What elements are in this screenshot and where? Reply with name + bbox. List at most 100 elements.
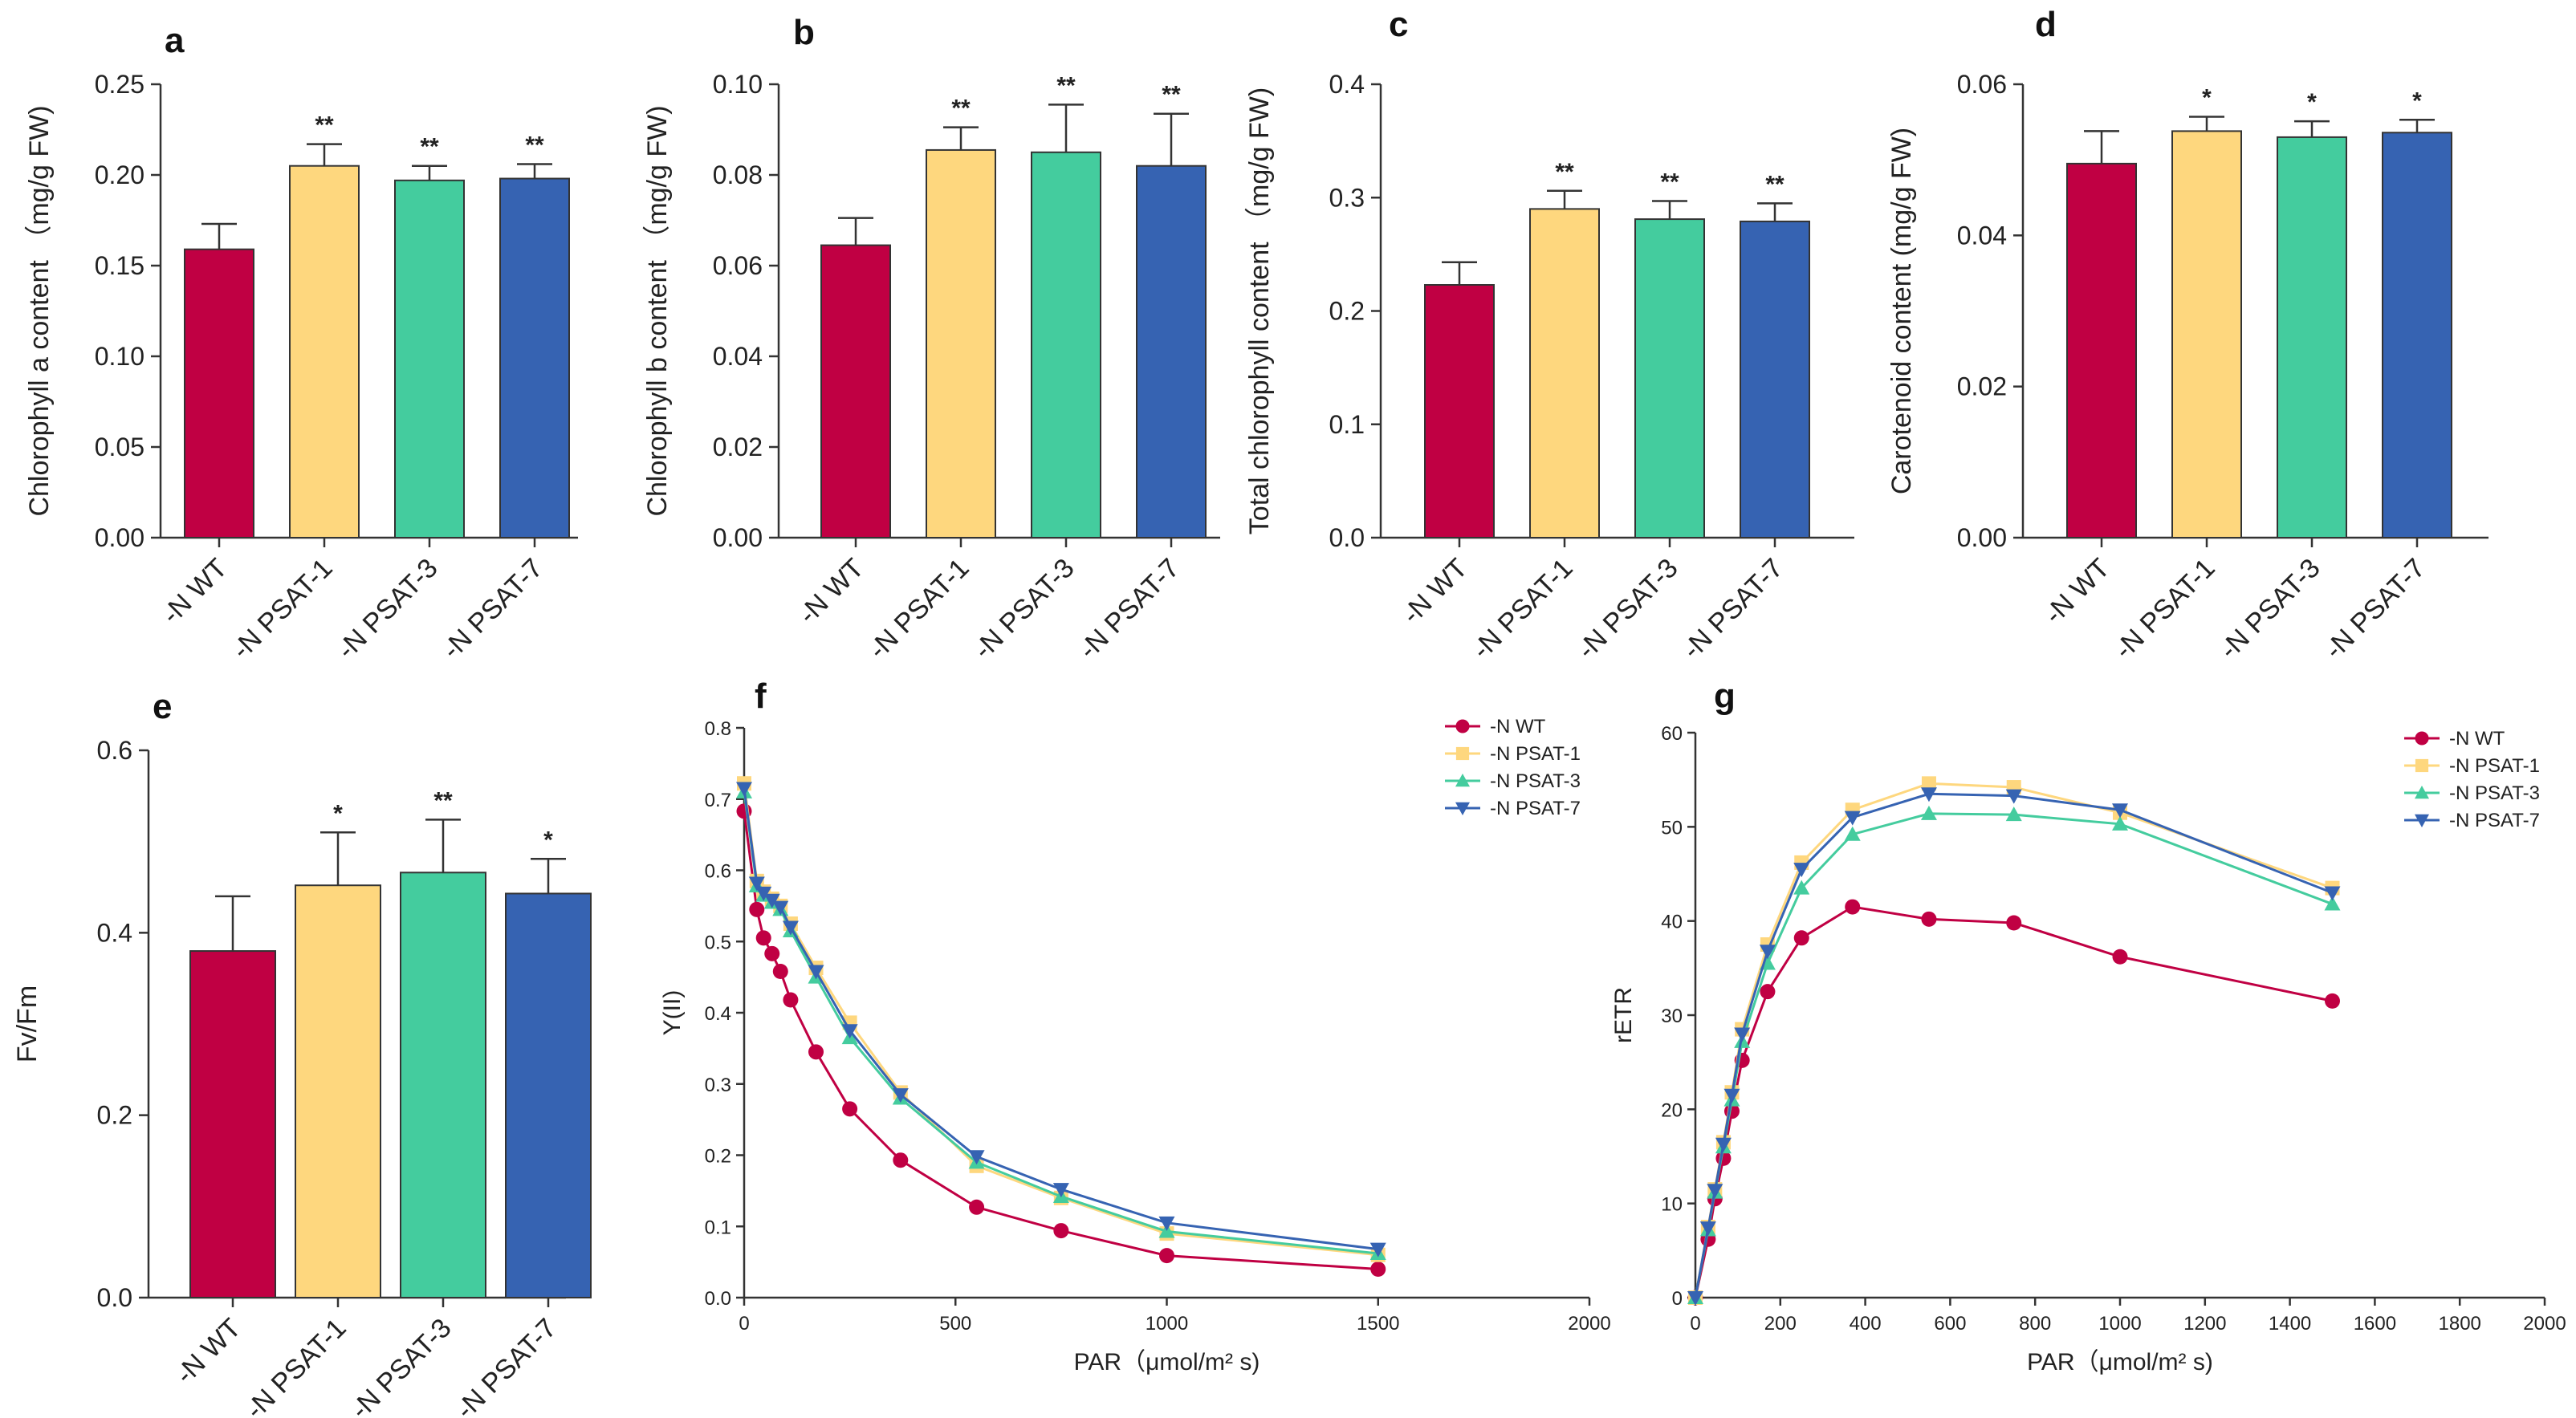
- y-tick-label: 0.08: [713, 160, 763, 189]
- data-point: [892, 1088, 909, 1103]
- category-label: -N PSAT-3: [2214, 553, 2326, 665]
- chart-panel-d: d 0.00 0.02 0.04 0.06 Carotenoid content (mg/…: [1886, 5, 2489, 665]
- y-axis-title: Chlorophyll a content （mg/g FW): [24, 105, 55, 516]
- y-tick-label: 0.8: [705, 718, 731, 740]
- data-point: [808, 1044, 824, 1060]
- bar: [505, 892, 592, 1298]
- x-tick-label: 1200: [2183, 1313, 2226, 1335]
- panel-letter: a: [165, 21, 185, 60]
- data-point: [755, 886, 772, 901]
- data-point: [1699, 1221, 1716, 1237]
- category-label: -N PSAT-1: [863, 553, 975, 665]
- y-tick-label: 0.5: [705, 932, 731, 953]
- data-point: [1715, 1137, 1732, 1152]
- data-point: [755, 930, 771, 946]
- x-tick-label: 200: [1764, 1313, 1797, 1335]
- y-axis-title: Chlorophyll b content （mg/g FW): [642, 105, 673, 516]
- y-tick-label: 0.1: [1329, 410, 1365, 439]
- data-point: [2005, 807, 2022, 822]
- data-point: [1455, 774, 1470, 787]
- chart-panel-a: a 0.00 0.05 0.10 0.15 0.20 0.25 Chlorophyll a c…: [24, 21, 578, 665]
- category-label: -N PSAT-1: [240, 1313, 352, 1418]
- legend-label: -N WT: [1490, 716, 1546, 737]
- y-tick-label: 40: [1661, 912, 1683, 933]
- y-tick-label: 0.00: [95, 523, 144, 552]
- significance-label: **: [1056, 72, 1076, 99]
- data-point: [2112, 803, 2128, 819]
- significance-label: **: [1660, 169, 1679, 195]
- data-point: [808, 965, 824, 980]
- data-point: [1707, 1184, 1723, 1199]
- x-axis-title: PAR（μmol/m² s): [1074, 1349, 1260, 1375]
- data-point: [1159, 1248, 1174, 1264]
- y-tick-label: 0.02: [1957, 372, 2007, 401]
- significance-label: **: [420, 134, 439, 160]
- bar: [2382, 132, 2452, 538]
- series-line: [1694, 782, 2334, 1298]
- significance-label: *: [543, 827, 553, 853]
- legend-label: -N PSAT-1: [1490, 743, 1581, 765]
- data-point: [1687, 1291, 1703, 1306]
- bar: [820, 244, 891, 538]
- data-point: [1052, 1183, 1069, 1198]
- x-tick-label: 1500: [1357, 1313, 1399, 1335]
- bar: [2171, 130, 2242, 538]
- data-point: [736, 782, 752, 797]
- bar: [499, 177, 570, 539]
- panel-letter: b: [793, 13, 815, 52]
- data-point: [764, 945, 780, 961]
- data-point: [1455, 719, 1470, 733]
- data-point: [1723, 1088, 1740, 1103]
- x-tick-label: 1000: [1146, 1313, 1188, 1335]
- y-tick-label: 0.04: [1957, 221, 2007, 250]
- significance-label: *: [2202, 84, 2212, 111]
- y-tick-label: 0.4: [1329, 70, 1365, 99]
- category-label: -N PSAT-3: [968, 553, 1080, 665]
- y-tick-label: 0.2: [705, 1146, 731, 1168]
- data-point: [1760, 984, 1776, 1000]
- chart-panel-e: e 0.0 0.2 0.4 0.6 Fv/Fm -N WT * -N PSAT-1 ** -N PS…: [12, 687, 592, 1418]
- data-point: [1793, 930, 1809, 946]
- x-tick-label: 400: [1850, 1313, 1882, 1335]
- y-tick-label: 0.15: [95, 251, 144, 280]
- y-tick-label: 0.10: [713, 70, 763, 99]
- panel-letter: f: [755, 676, 767, 716]
- significance-label: **: [525, 132, 544, 158]
- data-point: [841, 1024, 858, 1039]
- y-tick-label: 0.06: [713, 251, 763, 280]
- category-label: -N WT: [2038, 553, 2115, 630]
- data-point: [2415, 731, 2429, 746]
- y-tick-label: 0.4: [705, 1003, 731, 1025]
- series-line: [1694, 905, 2333, 1298]
- y-tick-label: 50: [1661, 817, 1683, 839]
- y-axis-title: Y(II): [659, 990, 686, 1036]
- y-tick-label: 0.1: [705, 1217, 731, 1238]
- category-label: -N PSAT-3: [345, 1313, 458, 1418]
- y-tick-label: 0.3: [705, 1075, 731, 1096]
- data-point: [2006, 915, 2022, 931]
- data-point: [2415, 814, 2429, 827]
- y-tick-label: 0.00: [1957, 523, 2007, 552]
- panel-letter: d: [2035, 5, 2057, 44]
- x-tick-label: 2000: [1568, 1313, 1610, 1335]
- category-label: -N WT: [169, 1313, 246, 1390]
- data-point: [968, 1150, 985, 1165]
- panel-letter: g: [1714, 676, 1736, 716]
- legend-label: -N WT: [2449, 728, 2505, 750]
- data-point: [783, 992, 799, 1008]
- legend-label: -N PSAT-1: [2449, 755, 2540, 777]
- data-point: [2112, 815, 2128, 831]
- data-point: [842, 1101, 858, 1117]
- chart-panel-b: b 0.00 0.02 0.04 0.06 0.08 0.10 Chlorophyll b c…: [642, 13, 1220, 665]
- x-tick-label: 600: [1934, 1313, 1966, 1335]
- y-tick-label: 0.6: [705, 861, 731, 883]
- data-point: [969, 1199, 985, 1215]
- x-tick-label: 2000: [2523, 1313, 2566, 1335]
- bar: [2066, 162, 2137, 538]
- legend-label: -N PSAT-3: [1490, 770, 1581, 792]
- y-tick-label: 0.04: [713, 342, 763, 371]
- y-tick-label: 0.06: [1957, 70, 2007, 99]
- legend: -N WT -N PSAT-1 -N PSAT-3 -N PSAT-7: [1445, 716, 1581, 819]
- y-axis-title: Fv/Fm: [12, 985, 43, 1062]
- y-tick-label: 20: [1661, 1099, 1683, 1121]
